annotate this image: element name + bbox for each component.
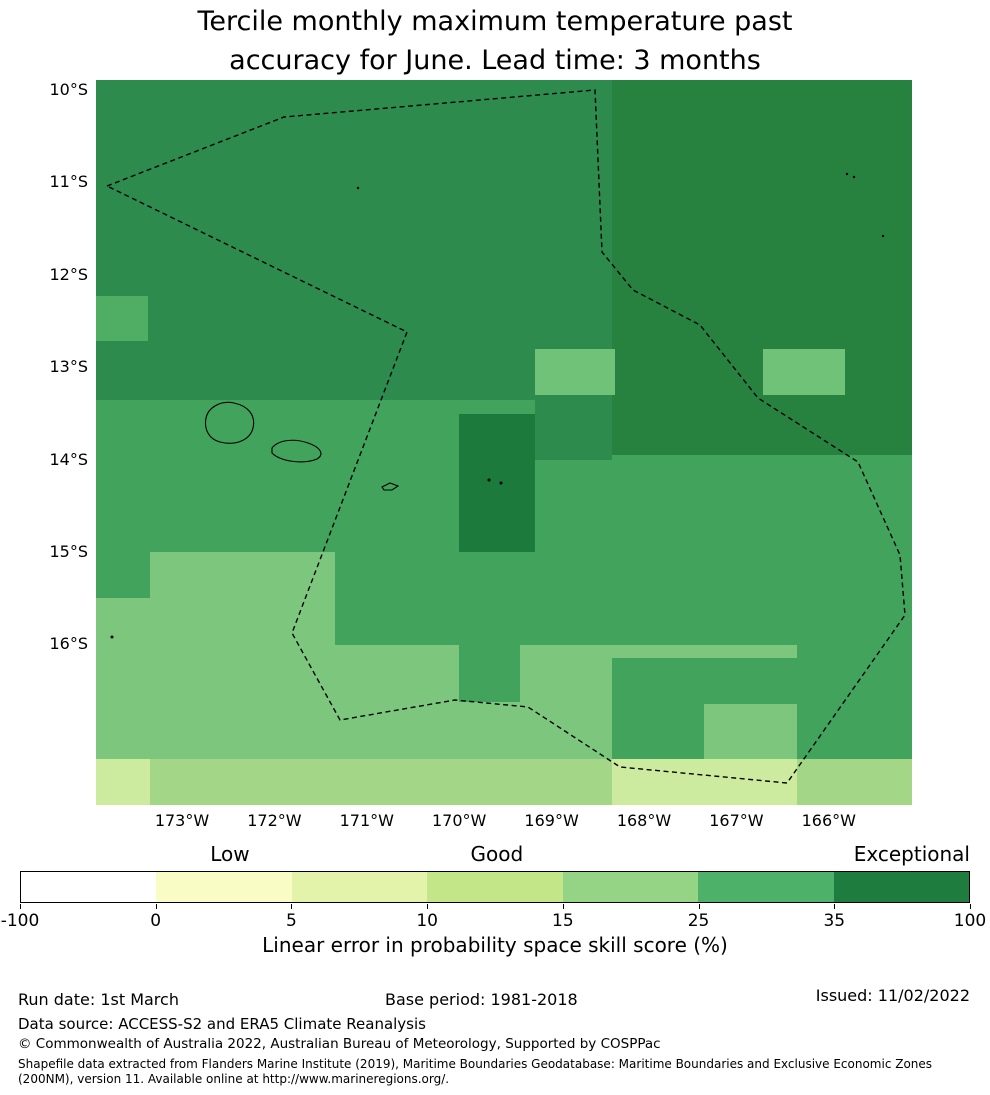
lat-tick-label: 13°S [49, 357, 88, 377]
heatmap-cell [535, 349, 615, 395]
lon-tick-label: 169°W [524, 811, 579, 830]
colorbar-axis-label: Linear error in probability space skill … [262, 933, 728, 957]
colorbar-label-exceptional: Exceptional [853, 842, 970, 866]
heatmap-cell [96, 296, 148, 341]
shapefile-note-text: Shapefile data extracted from Flanders M… [18, 1057, 933, 1086]
colorbar-tick-label: -100 [0, 911, 40, 931]
lat-tick-label: 14°S [49, 449, 88, 469]
heatmap-cell [612, 759, 797, 805]
colorbar-tick-mark [155, 904, 157, 909]
heatmap-cells [96, 80, 912, 805]
issued-date-text: Issued: 11/02/2022 [815, 986, 970, 1005]
heatmap-cell [96, 598, 150, 645]
heatmap-cell [612, 704, 704, 759]
colorbar [20, 871, 970, 903]
colorbar-tick-mark [698, 904, 700, 909]
colorbar-segment [21, 872, 157, 902]
lat-axis: 10°S 11°S 12°S 13°S 14°S 15°S 16°S [0, 80, 88, 805]
colorbar-tick-label: 35 [823, 911, 846, 931]
colorbar-label-low: Low [210, 842, 250, 866]
colorbar-tick-label: 5 [286, 911, 297, 931]
base-period-text: Base period: 1981-2018 [385, 990, 578, 1009]
colorbar-segment [427, 872, 563, 902]
lon-tick-label: 172°W [247, 811, 302, 830]
colorbar-segment [698, 872, 834, 902]
colorbar-tick-mark [970, 904, 971, 909]
lon-tick-label: 170°W [432, 811, 487, 830]
colorbar-tick-mark [562, 904, 564, 909]
heatmap-cell [612, 80, 912, 455]
colorbar-qualitative-labels: Low Good Exceptional [20, 842, 970, 870]
heatmap-cell [459, 414, 535, 552]
colorbar-label-good: Good [470, 842, 524, 866]
lon-tick-label: 168°W [616, 811, 672, 830]
colorbar-segment [562, 872, 699, 902]
run-date-text: Run date: 1st March [18, 990, 179, 1009]
lat-tick-label: 16°S [49, 634, 88, 654]
colorbar-segment [156, 872, 292, 902]
colorbar-segment [833, 872, 969, 902]
lat-tick-label: 15°S [49, 542, 88, 561]
lat-tick-label: 11°S [49, 172, 88, 192]
colorbar-tick-label: 25 [687, 911, 710, 931]
colorbar-tick-mark [20, 904, 21, 909]
colorbar-segment [291, 872, 428, 902]
heatmap-cell [535, 395, 612, 460]
chart-title: Tercile monthly maximum temperature past… [0, 2, 990, 80]
colorbar-tick-label: 10 [416, 911, 438, 931]
colorbar-tick-mark [834, 904, 836, 909]
data-source-text: Data source: ACCESS-S2 and ERA5 Climate … [18, 1015, 426, 1033]
lon-tick-label: 166°W [801, 811, 856, 830]
lon-tick-label: 167°W [709, 811, 764, 830]
colorbar-tick-label: 100 [953, 911, 987, 931]
copyright-text: © Commonwealth of Australia 2022, Austra… [18, 1036, 661, 1052]
colorbar-tick-mark [427, 904, 429, 909]
map-canvas [96, 80, 912, 805]
heatmap-cell [96, 759, 150, 805]
colorbar-tick-label: 15 [552, 911, 574, 931]
colorbar-tick-label: 0 [150, 911, 162, 931]
heatmap-cell [797, 645, 912, 760]
lat-tick-label: 10°S [49, 80, 88, 99]
chart-title-line1: Tercile monthly maximum temperature past [197, 6, 793, 37]
heatmap-cell [612, 658, 797, 704]
heatmap-cell [150, 552, 335, 645]
colorbar-ticks: -100 0 5 10 15 25 35 100 [1, 904, 986, 932]
lat-tick-label: 12°S [49, 264, 88, 284]
lon-tick-label: 171°W [339, 811, 394, 830]
heatmap-cell [763, 349, 845, 395]
chart-title-line2: accuracy for June. Lead time: 3 months [229, 45, 761, 76]
lon-axis: 173°W 172°W 171°W 170°W 169°W 168°W 167°W 166°W [96, 811, 912, 835]
colorbar-tick-mark [291, 904, 293, 909]
lon-tick-label: 173°W [154, 811, 210, 830]
heatmap-cell [459, 645, 520, 702]
